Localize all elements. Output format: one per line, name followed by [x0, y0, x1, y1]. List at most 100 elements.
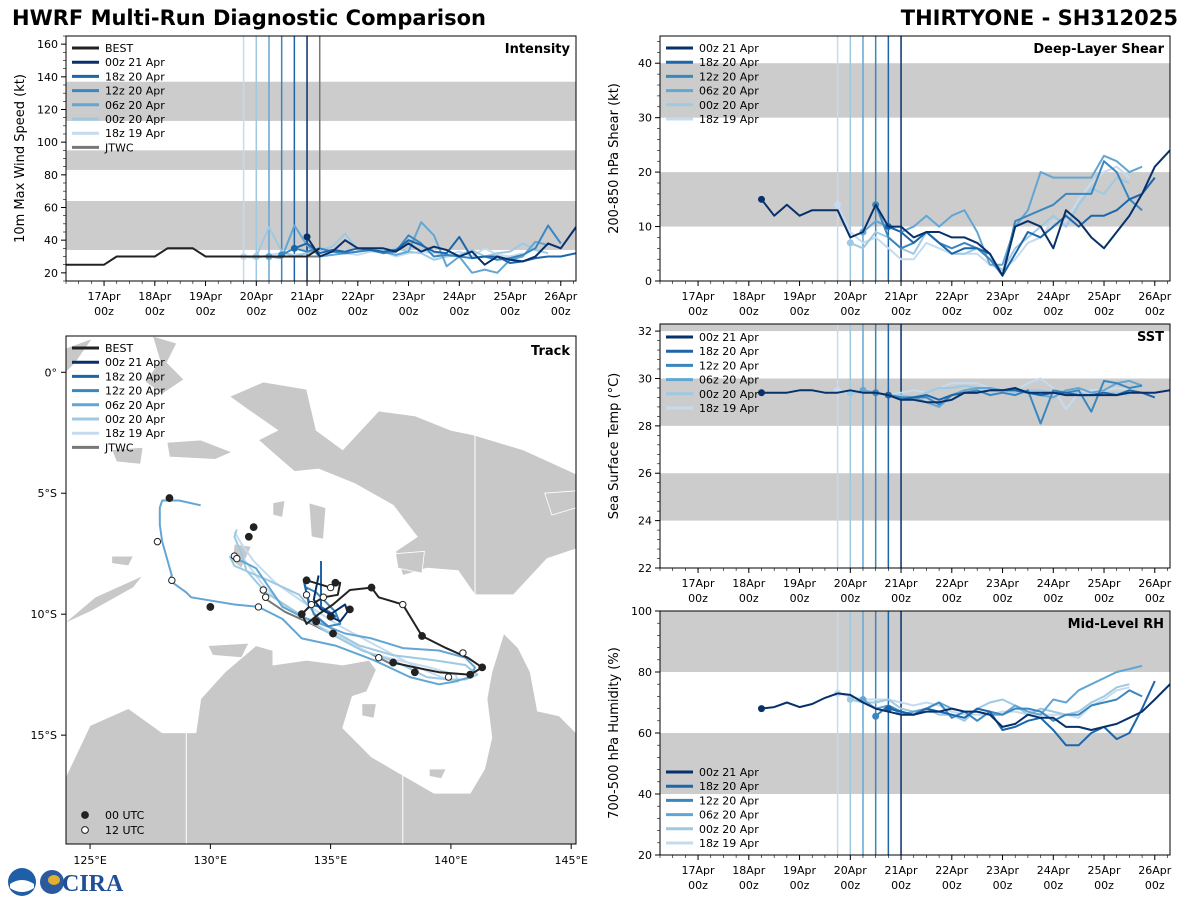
legend-label-00z-21-apr: 00z 21 Apr: [699, 766, 759, 779]
track-xtick-label: 125°E: [73, 854, 106, 867]
xtick-sublabel-shear: 00z: [993, 305, 1013, 318]
legend-label-06z-20-apr: 06z 20 Apr: [699, 374, 759, 387]
track-xtick-label: 135°E: [314, 854, 347, 867]
xtick-label-intensity: 23Apr: [392, 290, 426, 303]
band-intensity-1: [66, 150, 576, 170]
panel-title-track: Track: [531, 344, 570, 359]
track-point-00utc-best-7: [478, 663, 487, 672]
xtick-sublabel-sst: 00z: [942, 592, 962, 605]
track-xtick-label: 140°E: [434, 854, 467, 867]
xtick-sublabel-intensity: 00z: [145, 305, 165, 318]
ylabel-rh: 700-500 hPa Humidity (%): [607, 647, 622, 819]
xtick-label-shear: 19Apr: [783, 290, 817, 303]
ytick-label-rh-80: 80: [638, 666, 652, 679]
series-sst-12z-20-apr: [875, 379, 1143, 425]
ylabel-sst: Sea Surface Temp (°C): [607, 373, 622, 520]
track-point-12utc-best-1: [319, 593, 328, 601]
track-point-00utc-06z-20-apr-0: [165, 494, 174, 502]
band-rh-1: [660, 611, 1170, 672]
frame-track: [65, 335, 577, 845]
plot-area-shear: [660, 36, 1170, 281]
ylabel-intensity: 10m Max Wind Speed (kt): [13, 74, 28, 243]
xtick-sublabel-rh: 00z: [1145, 879, 1165, 892]
xtick-sublabel-rh: 00z: [1043, 879, 1063, 892]
legend-label-00z-20-apr: 00z 20 Apr: [105, 113, 165, 126]
ytick-label-sst-32: 32: [638, 325, 652, 338]
series-shear-06z-20-apr: [862, 154, 1143, 266]
xtick-label-shear: 25Apr: [1088, 290, 1122, 303]
xtick-label-rh: 18Apr: [732, 864, 766, 877]
xtick-sublabel-intensity: 00z: [500, 305, 520, 318]
legend-label-06z-20-apr: 06z 20 Apr: [105, 399, 165, 412]
series-intensity-00z-21-apr: [306, 226, 576, 266]
map-area: [66, 336, 576, 844]
xtick-label-shear: 26Apr: [1138, 290, 1172, 303]
xtick-sublabel-rh: 00z: [790, 879, 810, 892]
ytick-label-shear-30: 30: [638, 112, 652, 125]
track-point-00utc-06z-20-apr-1: [206, 603, 215, 611]
legend-label-18z-19-apr: 18z 19 Apr: [105, 127, 165, 140]
xtick-sublabel-shear: 00z: [688, 305, 708, 318]
xtick-label-shear: 23Apr: [986, 290, 1020, 303]
xtick-label-intensity: 21Apr: [291, 290, 325, 303]
series-shear-18z-20-apr: [888, 176, 1156, 277]
track-point-00utc-best-5: [466, 670, 475, 679]
land-buru: [111, 446, 144, 465]
track-point-12utc-18z-19-apr-1: [261, 593, 270, 601]
ytick-label-intensity-20: 20: [44, 267, 58, 280]
xtick-sublabel-shear: 00z: [739, 305, 759, 318]
legend-label-00z-21-apr: 00z 21 Apr: [699, 331, 759, 344]
legend-label-00z-20-apr: 00z 20 Apr: [699, 99, 759, 112]
legend-label-00z-21-apr: 00z 21 Apr: [105, 356, 165, 369]
xtick-sublabel-intensity: 00z: [196, 305, 216, 318]
series-intensity-00z-20-apr: [255, 226, 549, 261]
xtick-sublabel-intensity: 00z: [399, 305, 419, 318]
xtick-label-sst: 23Apr: [986, 577, 1020, 590]
legend-label-best: BEST: [105, 342, 133, 355]
track-06z-20-apr: [158, 499, 476, 686]
xtick-sublabel-sst: 00z: [688, 592, 708, 605]
track-point-00utc-best-11: [367, 583, 376, 592]
xtick-sublabel-shear: 00z: [1145, 305, 1165, 318]
track-point-00utc-best-8: [312, 617, 321, 626]
land-groote: [361, 703, 377, 719]
ytick-label-rh-20: 20: [638, 849, 652, 862]
legend-label-12z-20-apr: 12z 20 Apr: [105, 85, 165, 98]
ytick-label-shear-10: 10: [638, 221, 652, 234]
xtick-sublabel-intensity: 00z: [449, 305, 469, 318]
land-seram: [166, 439, 234, 460]
series-rh-18z-20-apr: [888, 680, 1156, 747]
xtick-label-sst: 18Apr: [732, 577, 766, 590]
legend-label-00z-20-apr: 00z 20 Apr: [699, 388, 759, 401]
track-point-12utc-18z-20-apr-0: [307, 600, 316, 609]
xtick-sublabel-intensity: 00z: [246, 305, 266, 318]
ytick-label-intensity-100: 100: [37, 136, 58, 149]
xtick-label-sst: 25Apr: [1088, 577, 1122, 590]
track-ytick-label: 10°S: [31, 608, 57, 621]
track-xtick-label: 145°E: [554, 854, 587, 867]
panel-title-rh: Mid-Level RH: [1068, 617, 1164, 632]
frame-shear: [659, 35, 1171, 282]
cira-logo-text: CIRA: [62, 871, 124, 897]
panel-shear: 0 10 20 30 40 17Apr 00z 18Apr 00z 19Apr 00z 20Apr 00…: [607, 35, 1172, 318]
plot-area-rh: [660, 611, 1170, 855]
ytick-label-sst-30: 30: [638, 372, 652, 385]
xtick-sublabel-sst: 00z: [993, 592, 1013, 605]
series-sst-00z-21-apr: [761, 387, 1170, 404]
legend-label-06z-20-apr: 06z 20 Apr: [699, 809, 759, 822]
legend-label-06z-20-apr: 06z 20 Apr: [105, 99, 165, 112]
ytick-label-intensity-80: 80: [44, 169, 58, 182]
xtick-sublabel-rh: 00z: [891, 879, 911, 892]
series-start-rh-12z-20-apr: [872, 712, 880, 720]
xtick-sublabel-intensity: 00z: [551, 305, 571, 318]
xtick-sublabel-sst: 00z: [790, 592, 810, 605]
track-point-00utc-best-2: [410, 668, 419, 677]
xtick-sublabel-rh: 00z: [1094, 879, 1114, 892]
panel-title-shear: Deep-Layer Shear: [1033, 42, 1164, 57]
marker-legend-symbol-0: [81, 811, 89, 819]
legend-label-18z-20-apr: 18z 20 Apr: [699, 345, 759, 358]
panel-rh: 20 40 60 80 100 17Apr 00z 18Apr 00z 19Apr 00z 20Apr…: [607, 605, 1172, 892]
series-start-shear-00z-20-apr: [846, 239, 854, 247]
xtick-label-sst: 19Apr: [783, 577, 817, 590]
xtick-label-shear: 24Apr: [1037, 290, 1071, 303]
